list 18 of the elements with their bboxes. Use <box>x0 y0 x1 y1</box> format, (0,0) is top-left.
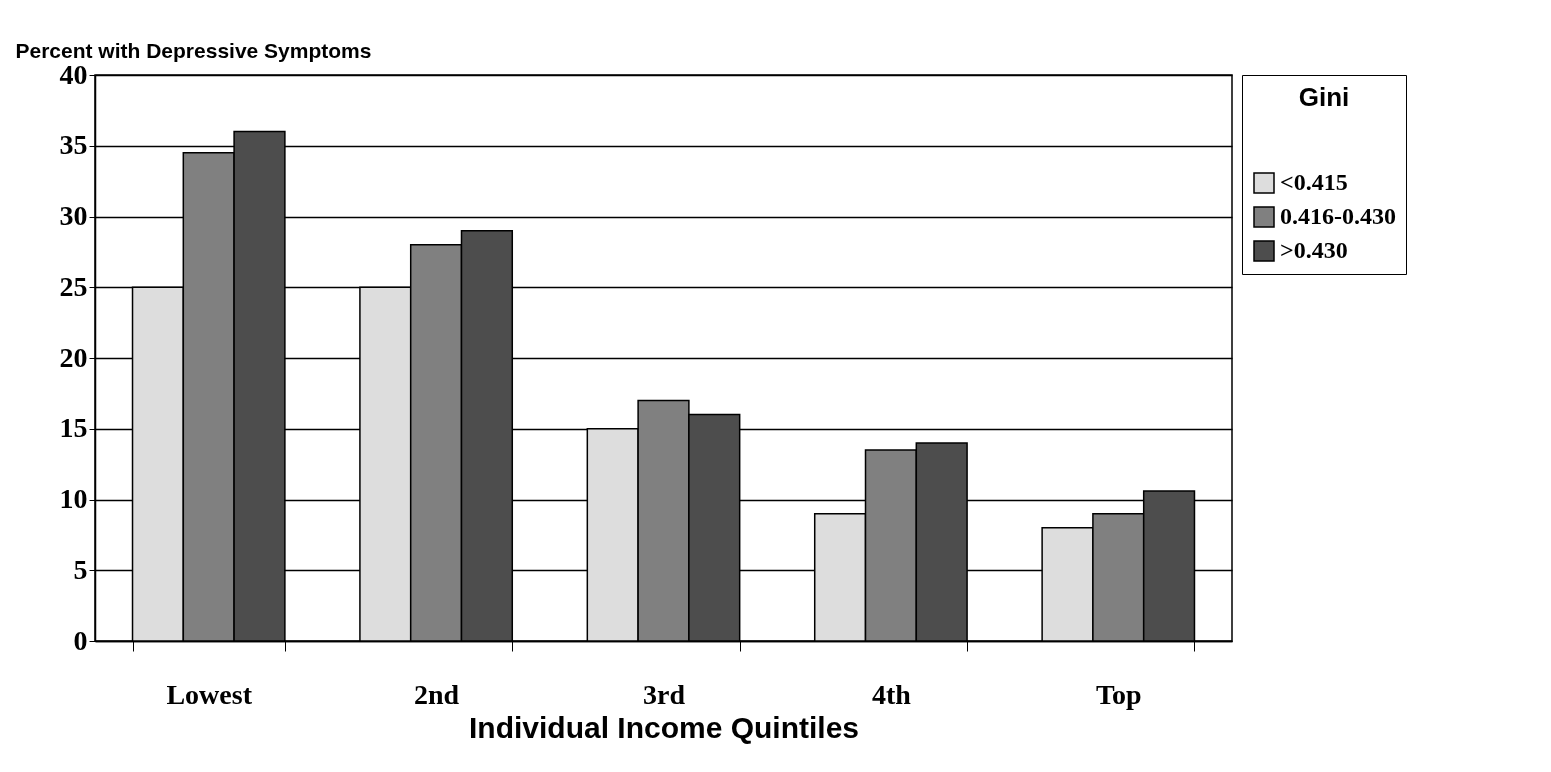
x-tick-label: 3rd <box>643 678 686 710</box>
legend-label: <0.415 <box>1280 169 1348 195</box>
x-axis-title: Individual Income Quintiles <box>468 710 860 744</box>
legend-label: 0.416-0.430 <box>1280 203 1396 229</box>
x-tick-label: Lowest <box>166 678 253 710</box>
y-tick-label: 0 <box>73 624 88 656</box>
legend-label: >0.430 <box>1280 237 1348 263</box>
y-tick-label: 25 <box>59 270 88 302</box>
y-tick-label: 30 <box>59 200 88 231</box>
y-tick-label: 10 <box>59 483 88 514</box>
x-tick-label: 2nd <box>414 678 460 710</box>
legend-title: Gini <box>1298 82 1350 112</box>
y-tick-label: 35 <box>59 129 88 161</box>
y-tick-label: 5 <box>73 553 88 585</box>
y-tick-label: 15 <box>59 412 88 444</box>
y-tick-label: 20 <box>59 341 88 373</box>
x-tick-label: 4th <box>871 678 912 710</box>
x-tick-label: Top <box>1095 678 1142 710</box>
